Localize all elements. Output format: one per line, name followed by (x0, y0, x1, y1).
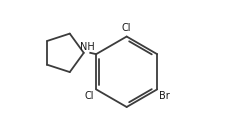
Text: Cl: Cl (122, 23, 131, 33)
Text: Cl: Cl (85, 91, 94, 101)
Text: NH: NH (80, 42, 94, 52)
Text: Br: Br (159, 91, 170, 101)
